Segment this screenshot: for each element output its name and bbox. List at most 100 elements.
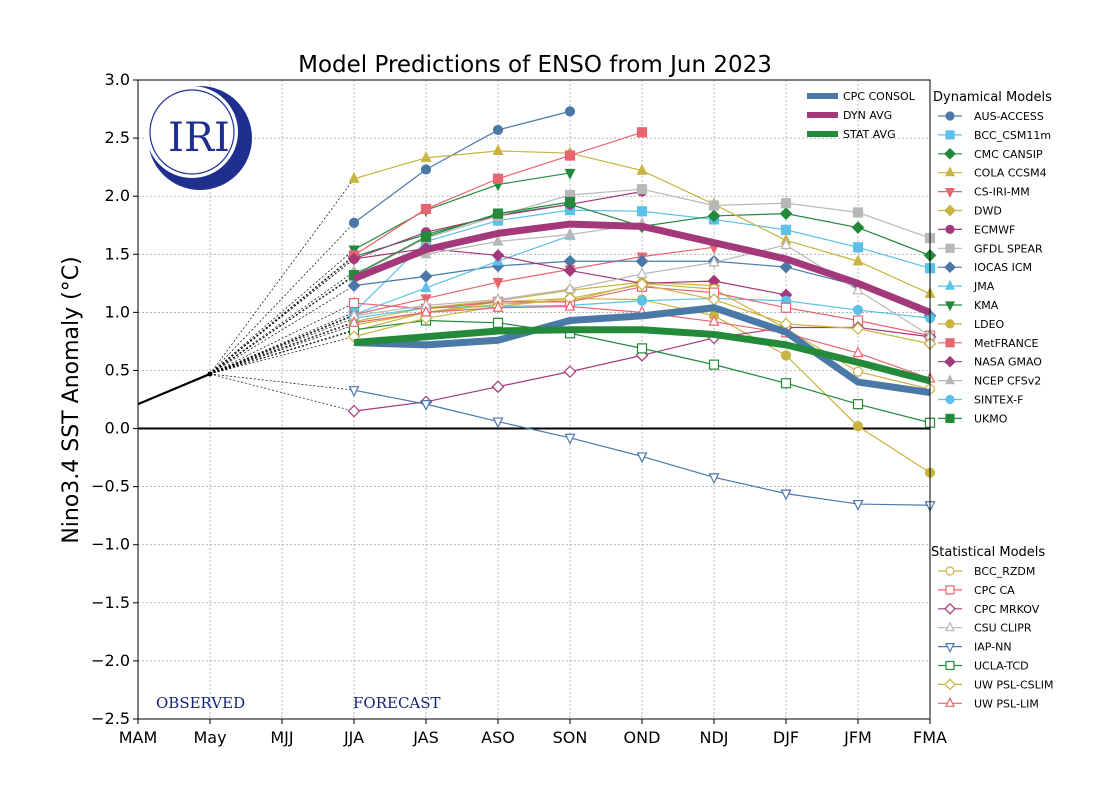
x-tick-label: OND bbox=[624, 728, 661, 747]
legend-marker-kma bbox=[945, 301, 955, 312]
legend-entry-ldeo: LDEO bbox=[938, 318, 1005, 331]
y-tick-label: −1.0 bbox=[91, 535, 130, 554]
legend-marker-ecmwf bbox=[945, 224, 955, 234]
chart-title: Model Predictions of ENSO from Jun 2023 bbox=[298, 52, 772, 78]
point-uw-psl-lim bbox=[564, 299, 576, 311]
legend-marker-bcc-csm11m bbox=[945, 130, 955, 140]
legend-entry-cs-iri-mm: CS-IRI-MM bbox=[938, 186, 1030, 199]
plot-border bbox=[137, 79, 931, 720]
point-ucla-tcd bbox=[636, 343, 648, 354]
axis-ticks: MAM May MJJ JJA JAS ASO SON OND NDJ DJF JFM FMA −2.5… bbox=[91, 70, 947, 747]
point-gfdl-spear bbox=[780, 198, 792, 209]
point-ldeo bbox=[780, 350, 792, 361]
line-dyn-avg bbox=[352, 220, 932, 316]
point-nasa-gmao bbox=[563, 264, 577, 277]
series-iap-nn bbox=[348, 386, 936, 513]
x-tick-label: JJA bbox=[343, 728, 364, 747]
legend-label-nasa-gmao: NASA GMAO bbox=[974, 356, 1042, 369]
point-iap-nn bbox=[492, 417, 504, 429]
legend-label-bcc-csm11m: BCC_CSM11m bbox=[974, 129, 1051, 142]
point-cmc-cansip bbox=[779, 207, 793, 220]
legend-label-ldeo: LDEO bbox=[974, 318, 1005, 331]
y-tick-label: 2.0 bbox=[105, 186, 130, 205]
legend-label-ucla-tcd: UCLA-TCD bbox=[974, 660, 1029, 673]
point-bcc-csm11m bbox=[636, 206, 648, 217]
legend-label-iap-nn: IAP-NN bbox=[974, 641, 1012, 654]
legend-marker-sintex-f bbox=[945, 394, 955, 405]
x-tick-label: SON bbox=[553, 728, 588, 747]
point-ukmo bbox=[420, 231, 432, 242]
legend-label-uw-psl-cslim: UW PSL-CSLIM bbox=[974, 678, 1053, 691]
legend-entry-ucla-tcd: UCLA-TCD bbox=[938, 660, 1029, 673]
point-bcc-rzdm bbox=[852, 366, 864, 377]
point-cola-ccsm4 bbox=[420, 151, 432, 162]
point-metfrance bbox=[492, 173, 504, 184]
line-jma bbox=[353, 235, 571, 316]
series-aus-access bbox=[348, 106, 576, 229]
legend-entry-cola-ccsm4: COLA CCSM4 bbox=[938, 166, 1047, 180]
line-iap-nn bbox=[353, 389, 931, 506]
line-cs-iri-mm bbox=[353, 246, 715, 316]
legend-marker-ncep-cfsv2 bbox=[945, 374, 955, 385]
point-iocas-icm bbox=[419, 269, 433, 283]
point-aus-access bbox=[420, 164, 432, 175]
point-ukmo bbox=[564, 196, 576, 208]
legend-label-cs-iri-mm: CS-IRI-MM bbox=[974, 186, 1030, 199]
legend-marker-cpc-ca bbox=[945, 585, 955, 595]
legend-marker-metfrance bbox=[945, 338, 955, 348]
legend-entry-cpc-ca: CPC CA bbox=[938, 584, 1015, 597]
y-tick-label: −1.5 bbox=[91, 593, 130, 612]
legend-label-cpc-mrkov: CPC MRKOV bbox=[974, 603, 1040, 616]
forecast-label: FORECAST bbox=[353, 694, 441, 712]
legend-label-bcc-rzdm: BCC_RZDM bbox=[974, 565, 1035, 578]
connector-uw-psl-lim bbox=[209, 322, 355, 375]
legend-label-cpc-consol: CPC CONSOL bbox=[843, 90, 916, 103]
line-aus-access bbox=[353, 110, 571, 224]
legend-entry-bcc-rzdm: BCC_RZDM bbox=[938, 565, 1035, 578]
connector-ukmo bbox=[209, 274, 355, 375]
legend-entry-ecmwf: ECMWF bbox=[938, 223, 1015, 236]
legend-label-cmc-cansip: CMC CANSIP bbox=[974, 148, 1043, 161]
y-tick-label: −2.0 bbox=[91, 651, 130, 670]
point-gfdl-spear bbox=[636, 184, 648, 195]
legend-marker-uw-psl-lim bbox=[945, 696, 955, 707]
connector-cpc-mrkov bbox=[209, 373, 355, 412]
y-tick-label: 1.5 bbox=[105, 244, 130, 263]
consensus-series bbox=[352, 220, 932, 396]
point-cola-ccsm4 bbox=[492, 144, 504, 155]
point-ukmo bbox=[492, 208, 504, 219]
point-iap-nn bbox=[420, 400, 432, 411]
x-tick-label: MAM bbox=[119, 728, 158, 747]
point-csu-clipr bbox=[780, 238, 792, 250]
line-ukmo bbox=[353, 201, 571, 276]
point-bcc-csm11m bbox=[780, 224, 792, 235]
legend-marker-jma bbox=[945, 279, 955, 290]
legend-marker-cmc-cansip bbox=[944, 147, 956, 160]
legend-marker-ucla-tcd bbox=[945, 660, 955, 671]
legend-label-ecmwf: ECMWF bbox=[974, 223, 1015, 236]
point-ucla-tcd bbox=[708, 359, 720, 370]
y-tick-label: 3.0 bbox=[105, 70, 130, 89]
point-cola-ccsm4 bbox=[348, 171, 360, 183]
legend-marker-nasa-gmao bbox=[944, 355, 956, 368]
legend-marker-bcc-rzdm bbox=[945, 566, 955, 576]
point-iap-nn bbox=[780, 489, 792, 501]
point-cmc-cansip bbox=[707, 209, 721, 223]
model-series bbox=[209, 106, 937, 513]
point-metfrance bbox=[420, 203, 432, 215]
legend-label-jma: JMA bbox=[973, 280, 995, 293]
point-uw-psl-cslim bbox=[635, 278, 649, 291]
legend-marker-dwd bbox=[944, 204, 956, 217]
connector-ncep-cfsv2 bbox=[209, 271, 355, 375]
iri-logo: IRI bbox=[146, 86, 252, 190]
legend-statistical: BCC_RZDM CPC CA CPC MRKOV CSU CLIPR IAP-NN UC… bbox=[938, 565, 1053, 710]
legend-marker-ldeo bbox=[945, 319, 955, 329]
y-tick-label: 0.5 bbox=[105, 360, 130, 379]
legend-label-cpc-ca: CPC CA bbox=[974, 584, 1015, 597]
legend-marker-gfdl-spear bbox=[945, 243, 955, 253]
x-tick-label: DJF bbox=[773, 728, 799, 747]
legend-label-ukmo: UKMO bbox=[974, 412, 1008, 425]
legend-entry-metfrance: MetFRANCE bbox=[938, 337, 1039, 350]
connector-nasa-gmao bbox=[209, 258, 355, 375]
iri-logo-text: IRI bbox=[168, 115, 230, 161]
